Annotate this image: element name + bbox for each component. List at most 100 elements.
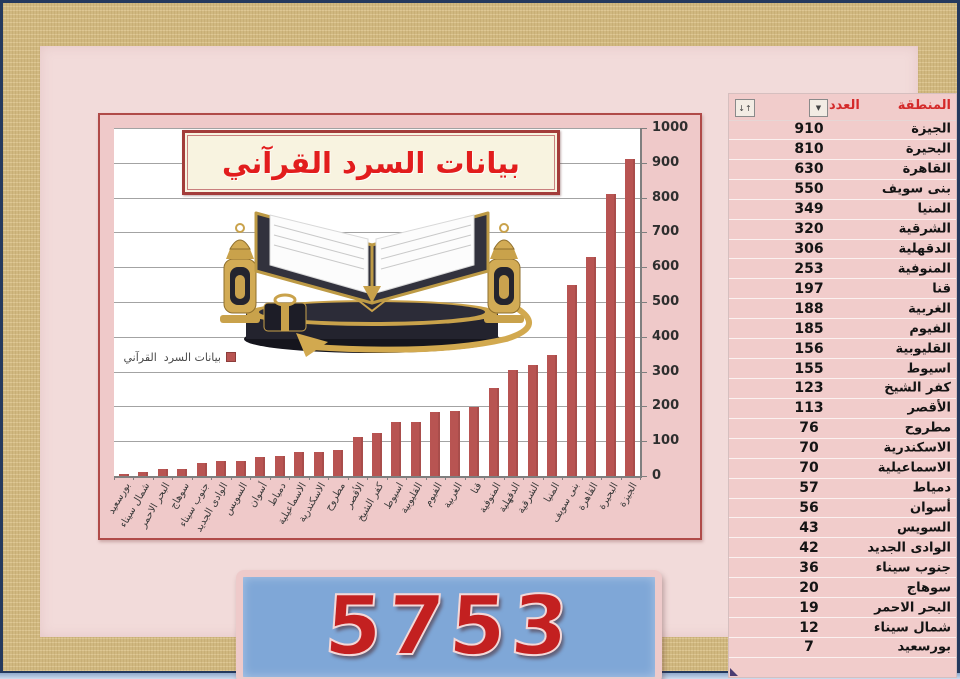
table-row[interactable]: 70 الاسماعيلية (729, 457, 956, 478)
bar (216, 461, 227, 476)
bar (605, 194, 616, 476)
x-axis-label-text: الدقهلية (497, 481, 523, 515)
bar (235, 461, 246, 476)
table-row[interactable]: 36 جنوب سيناء (729, 557, 956, 577)
count-cell: 43 (799, 519, 819, 536)
table-row[interactable]: 19 البحر الاحمر (729, 597, 956, 617)
region-cell: القاهرة (902, 161, 951, 177)
table-row[interactable]: 70 الاسكندرية (729, 437, 956, 458)
count-cell: 253 (794, 260, 824, 277)
bar (469, 407, 480, 476)
region-cell: المنوفية (897, 261, 951, 277)
region-cell: شمال سيناء (873, 620, 951, 635)
y-axis-label: 800 (652, 189, 680, 205)
sort-icon[interactable]: ↓↑ (735, 99, 755, 117)
table-row[interactable]: 197 قنا (729, 278, 956, 298)
x-axis-label-text: كفر الشيخ (355, 481, 387, 524)
x-axis-label-text: الاسماعيلية (275, 481, 309, 527)
lantern-right-icon (483, 223, 525, 324)
count-cell: 185 (794, 320, 824, 337)
bar-chart: 1000 900 800 700 600 500 400 300 200 100 0 بورسعيد… (98, 113, 702, 540)
count-cell: 306 (794, 240, 824, 257)
y-axis-label: 500 (652, 294, 680, 309)
bar (196, 463, 207, 476)
region-cell: البحيرة (905, 141, 951, 157)
table-row[interactable]: 56 أسوان (729, 497, 956, 518)
table-row[interactable]: 253 المنوفية (729, 258, 956, 278)
x-axis-label-text: قنا (468, 481, 484, 496)
x-axis-label-text: سوهاج (168, 481, 192, 512)
x-axis-label-text: بنى سويف (549, 481, 582, 525)
region-cell: الجيزة (911, 121, 951, 137)
bar (449, 410, 460, 476)
x-axis-label-text: اسيوط (382, 481, 406, 512)
region-cell: دمياط (912, 480, 951, 496)
chart-legend: بيانات السرد القرآني (110, 349, 236, 365)
region-cell: أسوان (910, 500, 951, 516)
table-row[interactable]: 320 الشرقية (729, 218, 956, 239)
table-row[interactable]: 188 الغربية (729, 298, 956, 318)
bar (138, 471, 149, 476)
bar (274, 456, 285, 476)
region-cell: مطروح (904, 420, 951, 436)
x-axis-label-text: المنيا (541, 481, 562, 505)
x-axis-label-text: الاسكندرية (296, 481, 329, 525)
count-cell: 19 (799, 599, 819, 616)
book-page-left (269, 214, 369, 294)
count-cell: 630 (794, 161, 824, 178)
count-cell: 188 (794, 300, 824, 317)
region-cell: القليوبية (895, 341, 951, 357)
table-row[interactable]: 349 المنيا (729, 198, 956, 219)
region-cell: سوهاج (906, 580, 951, 596)
count-cell: 70 (799, 440, 819, 457)
bar (157, 469, 168, 476)
bar (372, 433, 382, 476)
region-cell: الاسكندرية (883, 440, 951, 456)
count-column-header: العدد (829, 98, 860, 113)
region-cell: الفيوم (909, 321, 951, 337)
table-body: 910 الجيزة 810 البحيرة 630 القاهرة 550 بنى سويف… (729, 120, 956, 677)
table-row[interactable]: 156 القليوبية (729, 338, 956, 358)
bar (508, 369, 519, 476)
x-axis-label-text: المنوفية (477, 481, 504, 516)
bar (547, 354, 558, 476)
table-row[interactable]: 185 الفيوم (729, 318, 956, 338)
region-cell: كفر الشيخ (884, 380, 951, 396)
table-row[interactable]: 7 بورسعيد (729, 636, 956, 657)
table-row[interactable]: 76 مطروح (729, 417, 956, 438)
table-row[interactable]: 306 الدقهلية (729, 238, 956, 259)
chart-title-box: بيانات السرد القرآني (182, 130, 560, 195)
table-row[interactable]: 630 القاهرة (729, 158, 956, 179)
table-row[interactable]: 43 السويس (729, 517, 956, 537)
table-row[interactable]: 12 شمال سيناء (729, 617, 956, 637)
bar (255, 456, 266, 476)
filter-dropdown-icon[interactable]: ▼ (809, 99, 828, 117)
table-row[interactable]: 810 البحيرة (729, 138, 956, 159)
table-row[interactable]: 155 اسيوط (729, 358, 956, 378)
table-row[interactable]: 550 بنى سويف (729, 178, 956, 199)
table-row[interactable]: 42 الوادى الجديد (729, 537, 956, 557)
count-cell: 56 (799, 499, 819, 516)
end-of-data-marker (730, 667, 738, 676)
chart-title: بيانات السرد القرآني (222, 145, 520, 180)
count-cell: 810 (794, 141, 824, 158)
table-row[interactable]: 57 دمياط (729, 477, 956, 498)
bar (410, 421, 421, 476)
legend-swatch-icon (226, 352, 236, 362)
table-row[interactable]: 20 سوهاج (729, 577, 956, 597)
table-row[interactable]: 113 الأقصر (729, 397, 956, 418)
y-axis-label: 0 (652, 468, 662, 483)
x-axis-label-text: الوادى الجديد (193, 481, 231, 534)
count-cell: 42 (799, 539, 819, 556)
region-cell: قنا (932, 281, 951, 297)
table-empty-row (729, 656, 956, 677)
count-cell: 155 (794, 360, 824, 377)
region-cell: السويس (897, 520, 951, 536)
gridline (114, 128, 640, 129)
table-row[interactable]: 910 الجيزة (729, 120, 956, 139)
gold-swoosh (311, 306, 532, 353)
region-cell: بنى سويف (881, 181, 951, 197)
y-axis-label: 300 (652, 363, 680, 379)
table-row[interactable]: 123 كفر الشيخ (729, 377, 956, 398)
